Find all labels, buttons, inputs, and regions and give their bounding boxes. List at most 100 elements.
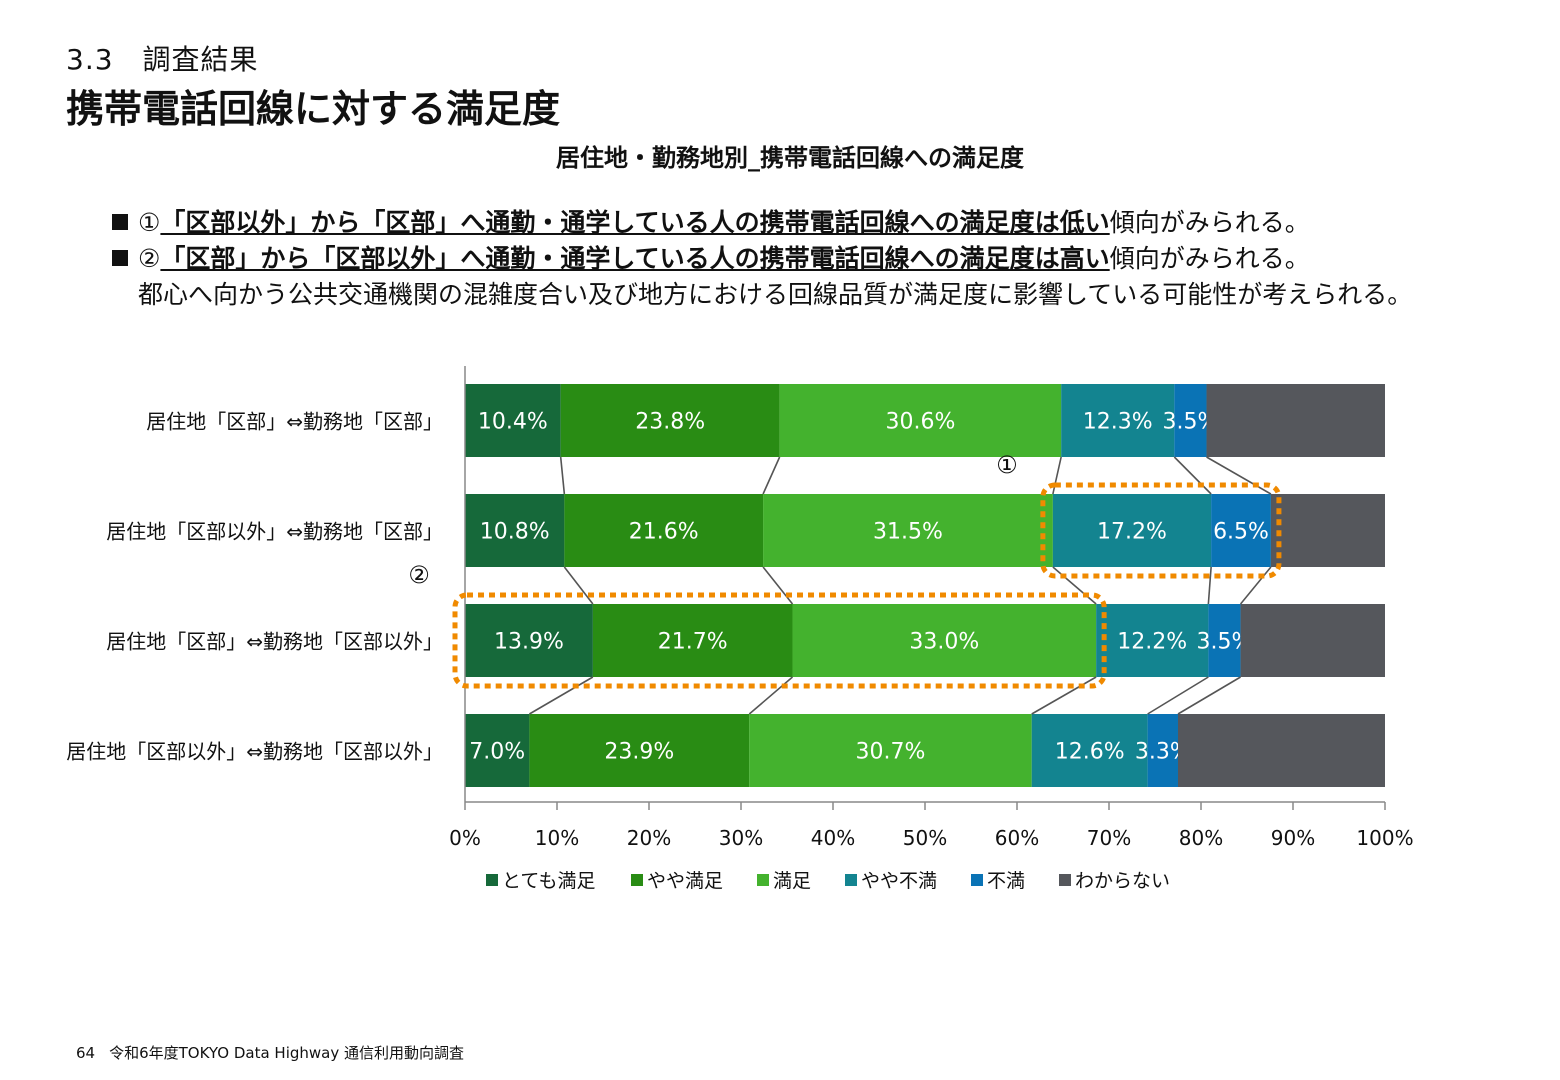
bar-segment [1240, 604, 1385, 677]
category-label: 居住地「区部」⇔勤務地「区部」 [146, 410, 443, 434]
data-label: 17.2% [1097, 520, 1167, 545]
legend-swatch [631, 874, 643, 886]
legend-swatch [845, 874, 857, 886]
x-tick-label: 30% [719, 826, 763, 850]
finding-1: ①「区部以外」から「区部」へ通勤・通学している人の携帯電話回線への満足度は低い傾… [112, 205, 1412, 241]
x-tick-label: 80% [1179, 826, 1223, 850]
legend-swatch [971, 874, 983, 886]
legend-swatch [486, 874, 498, 886]
data-label: 7.0% [469, 740, 525, 765]
data-label: 31.5% [873, 520, 943, 545]
bar-segment [763, 494, 1053, 567]
bar-segment [465, 604, 593, 677]
bar-segment [1052, 494, 1212, 567]
finding-1-emphasis: 「区部以外」から「区部」へ通勤・通学している人の携帯電話回線への満足度は低い [160, 208, 1110, 237]
legend-label: わからない [1075, 870, 1170, 892]
x-tick-label: 20% [627, 826, 671, 850]
finding-1-marker: ① [138, 208, 161, 237]
x-tick-label: 90% [1271, 826, 1315, 850]
category-label: 居住地「区部」⇔勤務地「区部以外」 [106, 630, 443, 654]
stacked-bar-chart: 10.4% 23.8% 30.6% 12.3% 3.5%居住地「区部」⇔勤務地「区部」1… [66, 366, 1414, 892]
series-line [762, 456, 781, 495]
finding-2-emphasis: 「区部」から「区部以外」へ通勤・通学している人の携帯電話回線への満足度は高い [160, 244, 1110, 273]
bar-segment [564, 494, 764, 567]
data-label: 10.8% [480, 520, 550, 545]
chart-title: 居住地・勤務地別_携帯電話回線への満足度 [556, 144, 1024, 172]
data-label: 12.3% [1083, 410, 1153, 435]
category-label: 居住地「区部以外」⇔勤務地「区部」 [106, 520, 443, 544]
bar-segment [1174, 384, 1207, 457]
bar-segment [529, 714, 750, 787]
series-line [559, 456, 566, 495]
data-label: 21.7% [658, 630, 728, 655]
bar-segment [1031, 714, 1148, 787]
data-label: 12.6% [1055, 740, 1125, 765]
bar-segment [749, 714, 1032, 787]
x-tick-label: 60% [995, 826, 1039, 850]
finding-note: 都心へ向かう公共交通機関の混雑度合い及び地方における回線品質が満足度に影響してい… [138, 280, 1413, 309]
bar-segment [1178, 714, 1385, 787]
series-line [1052, 566, 1097, 605]
page-title: 携帯電話回線に対する満足度 [66, 87, 561, 131]
bar-segment [1211, 494, 1271, 567]
series-line [1173, 456, 1212, 495]
footer-text: 令和6年度TOKYO Data Highway 通信利用動向調査 [109, 1044, 464, 1062]
series-line [1207, 566, 1212, 605]
bar-segment [560, 384, 780, 457]
legend-label: とても満足 [502, 870, 595, 892]
finding-2-rest: 傾向がみられる。 [1109, 244, 1310, 273]
data-label: 13.9% [494, 630, 564, 655]
legend-swatch [757, 874, 769, 886]
x-tick-label: 70% [1087, 826, 1131, 850]
series-line [1177, 676, 1241, 715]
highlight-box [1040, 482, 1282, 579]
x-tick-label: 40% [811, 826, 855, 850]
finding-1-rest: 傾向がみられる。 [1109, 208, 1310, 237]
data-label: 23.9% [604, 740, 674, 765]
series-line [563, 566, 594, 605]
page-number: 64 [76, 1044, 96, 1062]
findings-block: ①「区部以外」から「区部」へ通勤・通学している人の携帯電話回線への満足度は低い傾… [112, 205, 1412, 313]
bar-segment [1270, 494, 1385, 567]
data-label: 30.6% [885, 410, 955, 435]
bar-segment [1206, 384, 1385, 457]
data-label: 21.6% [629, 520, 699, 545]
category-label: 居住地「区部以外」⇔勤務地「区部以外」 [66, 740, 443, 764]
bar-segment [592, 604, 793, 677]
series-line [748, 676, 794, 715]
legend-swatch [1059, 874, 1071, 886]
legend-label: 不満 [987, 870, 1025, 892]
x-tick-label: 100% [1356, 826, 1413, 850]
legend-label: 満足 [773, 870, 811, 892]
data-label: 30.7% [856, 740, 926, 765]
highlight-marker: ① [996, 451, 1018, 479]
bar-segment [1061, 384, 1175, 457]
finding-2-marker: ② [138, 244, 161, 273]
square-bullet-icon [112, 250, 128, 266]
highlight-box [452, 592, 1107, 689]
x-tick-label: 50% [903, 826, 947, 850]
series-line [1206, 456, 1272, 495]
series-line [1052, 456, 1062, 495]
section-number: 3.3 調査結果 [66, 43, 259, 76]
square-bullet-icon [112, 214, 128, 230]
bar-segment [1147, 714, 1178, 787]
footer: 64 令和6年度TOKYO Data Highway 通信利用動向調査 [76, 1042, 464, 1063]
bar-segment [792, 604, 1097, 677]
bar-segment [1208, 604, 1241, 677]
legend-label: やや不満 [861, 870, 937, 892]
series-line [1239, 566, 1272, 605]
data-label: 33.0% [909, 630, 979, 655]
data-label: 12.2% [1117, 630, 1187, 655]
series-line [528, 676, 594, 715]
x-tick-label: 10% [535, 826, 579, 850]
highlight-marker: ② [408, 561, 430, 589]
series-line [1147, 676, 1209, 715]
finding-2: ②「区部」から「区部以外」へ通勤・通学している人の携帯電話回線への満足度は高い傾… [112, 241, 1412, 277]
data-label: 10.4% [478, 410, 548, 435]
bar-segment [779, 384, 1062, 457]
bar-segment [465, 714, 530, 787]
x-tick-label: 0% [449, 826, 481, 850]
data-label: 6.5% [1213, 520, 1269, 545]
bar-segment [1096, 604, 1209, 677]
